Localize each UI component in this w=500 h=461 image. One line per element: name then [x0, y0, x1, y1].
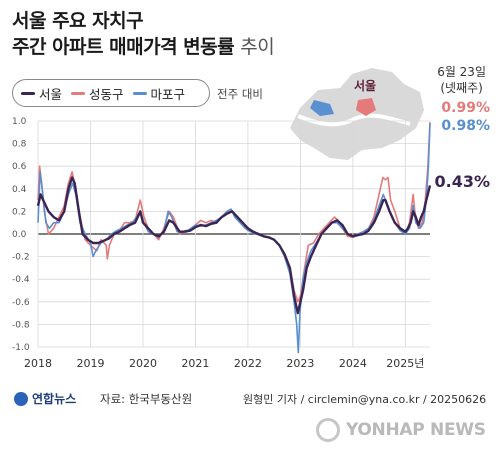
y-tick-label: 0.2 — [12, 207, 26, 217]
y-tick-label: 0.8 — [12, 140, 27, 150]
legend-label-seoul: 서울 — [39, 86, 63, 102]
watermark-icon — [316, 418, 340, 442]
x-tick-label: 2024 — [339, 357, 367, 370]
legend-item-mapo: 마포구 — [132, 84, 186, 103]
date-label-line2: (넷째주) — [440, 81, 483, 95]
date-label-line1: 6월 23일 — [437, 65, 486, 79]
legend-swatch-mapo — [132, 91, 147, 95]
series-line-seoul — [36, 176, 432, 315]
y-tick-label: 1.0 — [12, 117, 27, 127]
seoul-map-label: 서울 — [354, 78, 376, 93]
plot-lines — [36, 122, 432, 354]
x-tick-label: 2025년 — [386, 357, 424, 370]
y-axis: 1.0 0.8 0.6 0.4 0.2 0.0 -0.2 -0.4 -0.6 -0.8 -1.0 — [12, 117, 30, 353]
x-tick-label: 2019 — [76, 357, 104, 370]
y-tick-label: 0.4 — [12, 185, 27, 195]
chart-title-line1: 서울 주요 자치구 — [12, 10, 144, 32]
chart-title-main: 주간 아파트 매매가격 변동률 — [12, 36, 235, 58]
y-tick-label: -0.4 — [12, 275, 30, 285]
end-value-mapo: 0.98% — [441, 118, 490, 134]
seoul-map: 서울 — [290, 68, 424, 160]
y-tick-label: -0.2 — [12, 253, 30, 263]
legend-swatch-seoul — [21, 91, 35, 95]
end-value-seongdong: 0.99% — [441, 100, 490, 116]
y-tick-label: -0.6 — [12, 298, 30, 308]
chart-title-light: 추이 — [240, 36, 275, 58]
watermark-text: YONHAP NEWS — [346, 420, 486, 440]
yonhap-logo: 연합뉴스 — [14, 390, 76, 407]
legend: 서울 성동구 마포구 — [12, 79, 210, 107]
han-river — [297, 113, 411, 127]
legend-item-seoul: 서울 — [21, 84, 62, 103]
chart-title-line2: 주간 아파트 매매가격 변동률 추이 — [12, 32, 275, 59]
legend-swatch-seongdong — [71, 91, 86, 95]
end-value-seoul: 0.43% — [434, 172, 490, 191]
x-tick-label: 2023 — [286, 357, 314, 370]
x-tick-label: 2022 — [234, 357, 262, 370]
comparison-note: 전주 대비 — [217, 87, 263, 101]
logo-text: 연합뉴스 — [32, 392, 77, 406]
watermark: YONHAP NEWS — [316, 418, 486, 442]
series-line-mapo — [37, 123, 431, 354]
seoul-map-shape — [290, 68, 424, 160]
grid — [37, 120, 430, 348]
y-tick-label: -0.8 — [12, 320, 30, 330]
logo-icon — [14, 391, 28, 406]
x-tick-label: 2018 — [24, 357, 52, 370]
legend-label-mapo: 마포구 — [150, 86, 186, 102]
y-tick-label: 0.6 — [12, 162, 27, 172]
x-tick-label: 2020 — [129, 357, 157, 370]
seongdong-district-shape — [356, 98, 376, 116]
y-tick-label: 0.0 — [12, 230, 27, 240]
y-tick-label: -1.0 — [12, 343, 30, 353]
source-text: 자료: 한국부동산원 — [100, 392, 193, 406]
legend-item-seongdong: 성동구 — [71, 84, 124, 103]
mapo-district-shape — [310, 100, 334, 116]
x-axis: 2018 2019 2020 2021 2022 2023 2024 2025년 — [24, 357, 424, 370]
credit-text: 원형민 기자 / circlemin@yna.co.kr / 20250626 — [243, 393, 487, 406]
date-label: 6월 23일 (넷째주) — [437, 64, 486, 96]
legend-label-seongdong: 성동구 — [89, 86, 124, 102]
x-tick-label: 2021 — [181, 357, 209, 370]
